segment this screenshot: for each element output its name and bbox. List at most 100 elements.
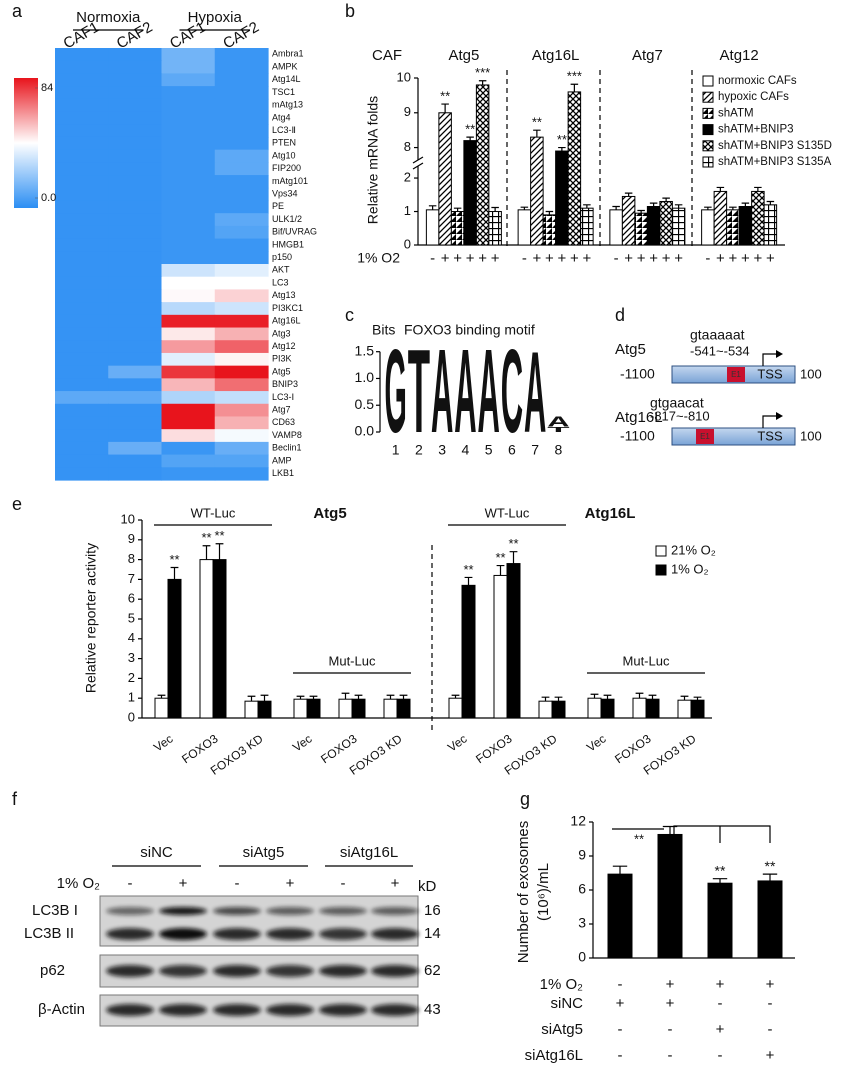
error-bar — [451, 694, 460, 699]
heatmap-cell — [161, 225, 216, 240]
heatmap-cell — [108, 213, 163, 227]
heatmap-cell — [161, 365, 216, 379]
group-label: Mut-Luc — [623, 653, 670, 668]
row-label: LC3 — [272, 277, 289, 287]
comparison-bracket — [673, 825, 771, 843]
heatmap-cell — [108, 48, 163, 62]
error-bar — [341, 692, 350, 700]
heatmap-cell — [161, 378, 216, 392]
logo-letter-group: A — [431, 325, 453, 458]
error-bar — [215, 543, 224, 560]
y-tick-label: 0.0 — [355, 423, 375, 439]
logo-letter: A — [547, 413, 569, 430]
condition-sign: - — [522, 250, 527, 267]
logo-letter-group: A — [524, 327, 546, 456]
row-label: VAMP8 — [272, 430, 302, 440]
error-bar — [637, 209, 645, 214]
heatmap-cell — [214, 238, 269, 252]
heatmap-cell — [214, 111, 269, 125]
bar — [493, 574, 508, 719]
row-label: CD63 — [272, 417, 295, 427]
heatmap-cell — [161, 391, 216, 405]
heatmap-cell — [108, 378, 163, 392]
significance: ** — [201, 530, 211, 545]
bar — [244, 700, 259, 719]
condition-sign: - — [718, 1047, 723, 1064]
heatmap-cell — [161, 60, 216, 75]
heatmap-cell — [161, 289, 216, 303]
legend-label: shATM+BNIP3 S135D — [718, 140, 832, 152]
significance: ** — [463, 562, 473, 577]
error-bar — [712, 878, 728, 884]
heatmap-cell — [108, 302, 163, 316]
blot-sign: - — [128, 875, 133, 892]
blot-band — [371, 965, 419, 977]
heatmap-cell — [161, 111, 216, 125]
heatmap-cell — [161, 187, 216, 202]
bar — [461, 584, 476, 719]
condition-sign: + — [624, 250, 633, 267]
heatmap-cell — [214, 98, 269, 113]
blot-unit: kD — [418, 878, 437, 895]
exon-label: E1 — [700, 432, 710, 441]
error-bar — [624, 192, 633, 197]
heatmap-cell — [55, 149, 109, 163]
group-label: Mut-Luc — [329, 653, 376, 668]
bar — [517, 209, 532, 246]
heatmap-cell — [161, 340, 216, 354]
heatmap-cell — [161, 48, 216, 62]
heatmap-cell — [55, 441, 109, 456]
error-bar — [554, 696, 563, 702]
bar — [293, 698, 308, 719]
error-bar — [309, 695, 318, 700]
condition-sign: + — [545, 250, 554, 267]
range-end: 100 — [800, 428, 822, 443]
condition-sign: - — [430, 250, 435, 267]
y-tick-label: 0.5 — [355, 396, 375, 412]
heatmap-cell — [161, 98, 216, 113]
heatmap-cell — [55, 352, 109, 367]
heatmap-cell — [161, 403, 216, 418]
legend-swatch — [655, 545, 667, 557]
range-end: 100 — [800, 366, 822, 381]
condition-sign: + — [766, 976, 775, 993]
exon-box — [727, 367, 745, 382]
heatmap-cell — [108, 365, 163, 379]
bar — [713, 190, 728, 246]
x-tick-label: 3 — [438, 442, 446, 458]
row-label: ULK1/2 — [272, 214, 302, 224]
condition-sign: - — [668, 1047, 673, 1064]
error-bar — [662, 825, 678, 835]
bar — [600, 698, 615, 719]
comparison-label: ** — [634, 831, 644, 846]
x-tick-label: 6 — [508, 442, 516, 458]
heatmap-cell — [55, 60, 109, 75]
heatmap-cell — [214, 378, 269, 392]
x-tick-label: 2 — [415, 442, 423, 458]
heatmap-cell — [214, 302, 269, 316]
y-tick-label: 9 — [578, 847, 586, 863]
heatmap-cell — [161, 441, 216, 456]
heatmap-cell — [55, 467, 109, 481]
heatmap-cell — [161, 238, 216, 252]
error-bar — [583, 204, 591, 209]
y-tick-label: 10 — [121, 511, 135, 526]
row-label: LC3-Ⅱ — [272, 125, 296, 135]
condition-sign: + — [616, 995, 625, 1012]
panel-label: a — [12, 1, 23, 21]
condition-sign: - — [768, 995, 773, 1012]
construct-name: Atg5 — [615, 341, 646, 358]
heatmap-cell — [55, 340, 109, 354]
significance: ** — [495, 550, 505, 565]
heatmap-cell — [55, 454, 109, 468]
heatmap-cell — [108, 200, 163, 214]
heatmap-cell — [214, 149, 269, 163]
row-label: PE — [272, 201, 284, 211]
x-tick-label: Vec — [290, 732, 314, 755]
bar — [580, 207, 594, 246]
logo-letter: A — [454, 325, 476, 458]
significance: ** — [465, 122, 475, 137]
blot-band — [319, 928, 367, 940]
error-bar — [441, 103, 449, 113]
category-header: CAF — [372, 47, 402, 64]
